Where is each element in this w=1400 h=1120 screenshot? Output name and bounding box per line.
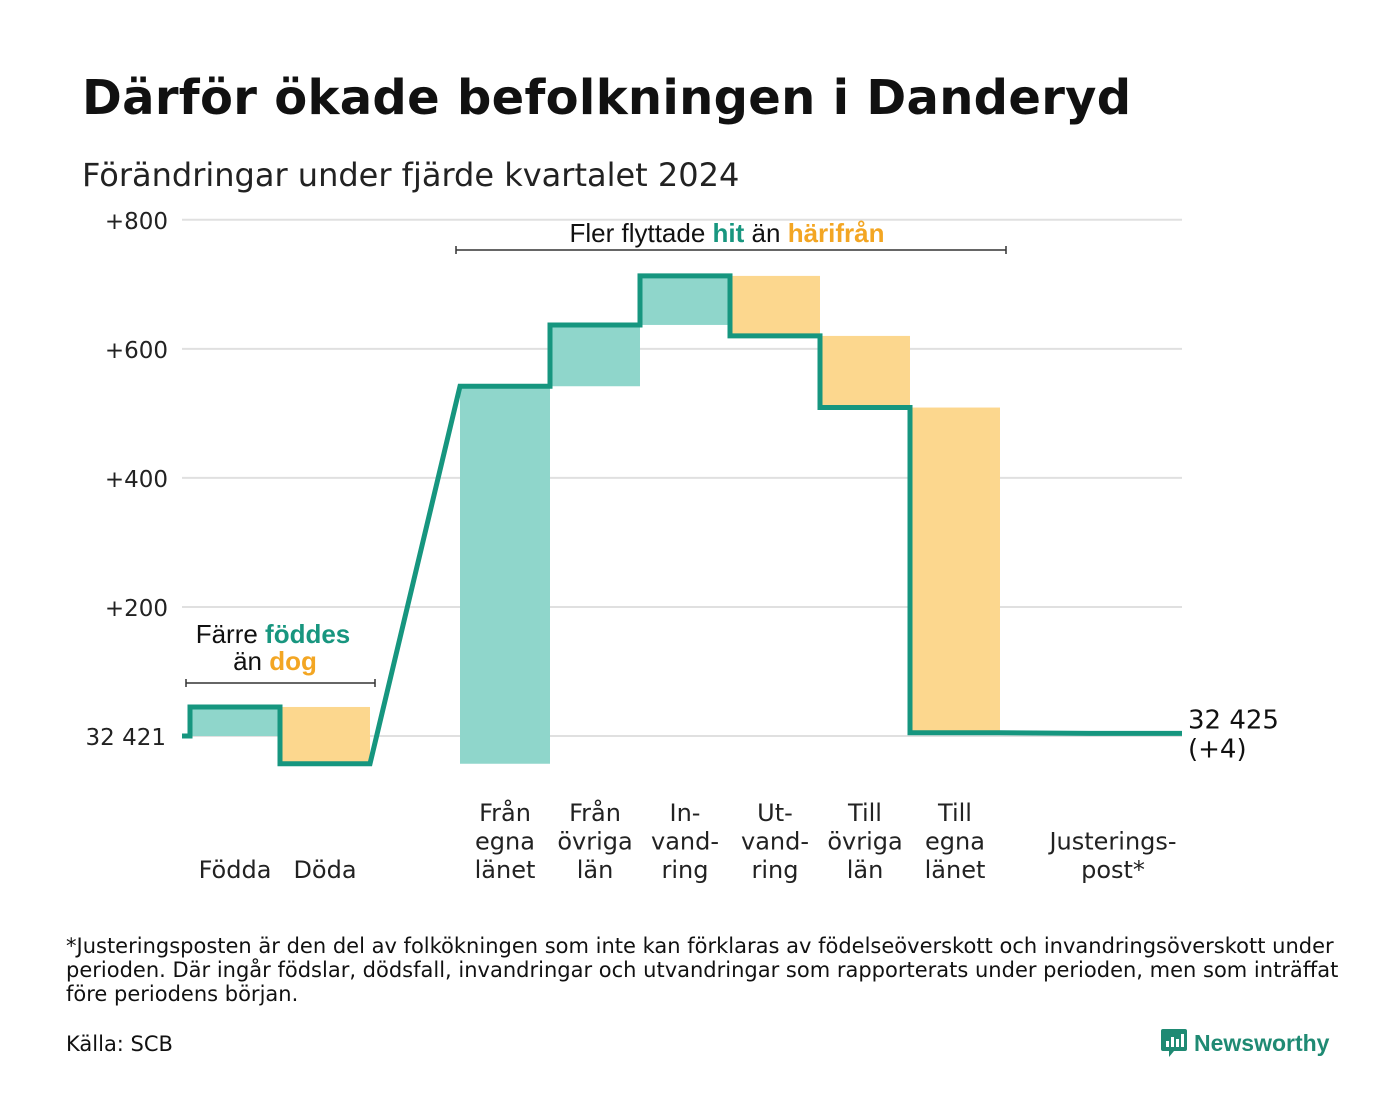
annotation-text: Fler flyttade (569, 218, 712, 248)
y-tick-label: +200 (105, 596, 168, 622)
bar (820, 335, 910, 408)
y-tick-label: +400 (105, 467, 168, 493)
end-value-label: 32 425 (1188, 705, 1279, 735)
category-label: Ut- (757, 799, 793, 827)
waterfall-chart: +800 +600 +400 +200 32 421 32 425(+4) Födda Död… (86, 209, 1279, 884)
birth-annotation-bracket (185, 679, 376, 687)
category-label: In- (670, 799, 701, 827)
migration-annotation-bracket (455, 246, 1007, 254)
annotation-text: än (752, 218, 788, 248)
migration-annotation: Fler flyttade hit än härifrån (569, 218, 884, 248)
baseline-label: 32 421 (86, 725, 166, 751)
category-label: län (847, 856, 884, 884)
source-credit: Källa: SCB (66, 1032, 173, 1056)
annotation-highlight-orange: dog (269, 646, 317, 676)
category-label: egna (925, 828, 985, 856)
category-label: egna (475, 828, 535, 856)
newsworthy-logo[interactable]: Newsworthy (1160, 1027, 1329, 1059)
bar (640, 275, 730, 325)
chart-subtitle: Förändringar under fjärde kvartalet 2024 (82, 156, 740, 194)
bar (910, 407, 1000, 733)
newsworthy-icon (1161, 1029, 1187, 1057)
bar (460, 386, 550, 764)
annotation-highlight-orange: härifrån (788, 218, 885, 248)
bar (280, 706, 370, 764)
chart-title: Därför ökade befolkningen i Danderyd (82, 70, 1132, 126)
end-change-label: (+4) (1188, 734, 1247, 764)
category-label: ring (752, 856, 799, 884)
category-label: övriga (827, 828, 902, 856)
category-label: ring (662, 856, 709, 884)
birth-annotation-line1: Färre föddes (196, 619, 351, 649)
category-label: Till (847, 799, 882, 827)
annotation-text: än (233, 646, 269, 676)
footnote: *Justeringsposten är den del av folkökni… (66, 934, 1339, 1006)
birth-annotation-line2: än dog (233, 646, 317, 676)
category-label: Justerings- (1047, 828, 1176, 856)
category-label: vand- (651, 828, 719, 856)
category-label: Från (569, 798, 621, 827)
category-label: vand- (741, 828, 809, 856)
bar (730, 275, 820, 336)
category-label: länet (475, 856, 536, 884)
annotation-highlight-teal: föddes (265, 619, 350, 649)
category-label: Till (937, 799, 972, 827)
y-tick-label: +600 (105, 338, 168, 364)
category-label: Från (479, 798, 531, 827)
category-label: post* (1081, 856, 1145, 884)
category-label: Födda (199, 856, 272, 884)
annotation-text: Färre (196, 619, 265, 649)
bar (190, 706, 280, 736)
y-tick-label: +800 (105, 209, 168, 235)
annotation-highlight-teal: hit (713, 218, 752, 248)
cumulative-line (182, 273, 1182, 767)
category-label: län (577, 856, 614, 884)
category-label: Döda (293, 856, 356, 884)
category-label: övriga (557, 828, 632, 856)
brand-name: Newsworthy (1194, 1029, 1330, 1056)
bar (550, 324, 640, 387)
category-label: länet (925, 856, 986, 884)
